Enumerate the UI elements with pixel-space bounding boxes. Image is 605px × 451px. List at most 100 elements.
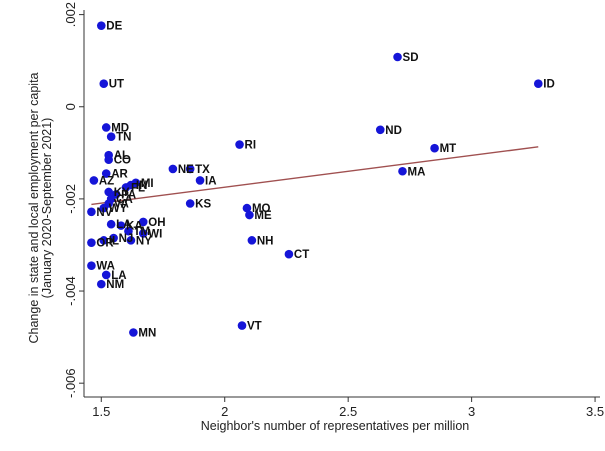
x-tick-label: 3.5 bbox=[586, 404, 604, 419]
y-tick-label: -.002 bbox=[63, 184, 78, 214]
data-point bbox=[375, 125, 385, 135]
y-tick-label: 0 bbox=[63, 103, 78, 110]
point-label: NM bbox=[106, 279, 124, 291]
data-point bbox=[96, 21, 106, 30]
point-label: CT bbox=[294, 249, 309, 261]
data-point bbox=[533, 79, 543, 89]
point-label: AZ bbox=[99, 175, 114, 187]
data-point bbox=[87, 261, 96, 270]
point-label: VA bbox=[114, 199, 129, 211]
data-point bbox=[109, 233, 118, 243]
data-point bbox=[99, 236, 109, 245]
data-point bbox=[106, 219, 116, 229]
point-label: LA bbox=[111, 270, 126, 282]
point-label: WI bbox=[148, 228, 162, 240]
point-label: IN bbox=[136, 180, 148, 192]
data-point bbox=[121, 183, 131, 192]
point-label: MD bbox=[111, 122, 129, 134]
point-label: RI bbox=[245, 140, 256, 152]
point-label: TN bbox=[116, 132, 131, 144]
data-point bbox=[126, 236, 136, 245]
point-label: MO bbox=[252, 203, 271, 215]
data-point bbox=[242, 203, 252, 213]
point-label: CA bbox=[116, 194, 133, 206]
point-label: MN bbox=[138, 328, 156, 340]
data-point bbox=[235, 140, 244, 149]
point-label: CO bbox=[114, 155, 131, 167]
y-tick-label: .002 bbox=[63, 2, 78, 27]
data-point bbox=[138, 229, 148, 238]
point-label: PA bbox=[121, 189, 136, 201]
data-point bbox=[106, 132, 116, 141]
x-tick-label: 2 bbox=[221, 404, 228, 419]
point-label: SD bbox=[403, 52, 419, 64]
data-point bbox=[195, 176, 205, 185]
data-point bbox=[245, 210, 254, 220]
y-tick-label: -.004 bbox=[63, 276, 78, 306]
x-tick-label: 3 bbox=[468, 404, 475, 419]
point-label: KY bbox=[114, 187, 130, 199]
points-layer bbox=[87, 21, 543, 337]
data-point bbox=[284, 249, 294, 259]
point-label: MA bbox=[407, 166, 425, 178]
point-label: WA bbox=[96, 261, 115, 273]
point-label: MT bbox=[440, 143, 457, 155]
point-label: KS bbox=[195, 199, 211, 211]
data-point bbox=[101, 169, 111, 178]
point-label: VT bbox=[247, 321, 262, 333]
point-label: OH bbox=[148, 217, 165, 229]
point-label: AR bbox=[111, 169, 128, 181]
point-label: AL bbox=[114, 150, 129, 162]
point-label: WY bbox=[109, 203, 128, 215]
plot-frame bbox=[83, 10, 600, 398]
data-point bbox=[168, 164, 178, 174]
data-point bbox=[89, 176, 99, 185]
x-tick-label: 1.5 bbox=[92, 404, 110, 419]
point-label: IA bbox=[205, 175, 217, 187]
point-label: TX bbox=[195, 164, 210, 176]
y-axis-title: Change in state and local employment per… bbox=[27, 72, 41, 343]
point-label: DE bbox=[106, 21, 122, 33]
data-point bbox=[237, 321, 247, 330]
point-label: UT bbox=[109, 79, 124, 91]
data-point bbox=[99, 79, 109, 89]
fit-line-layer bbox=[91, 146, 539, 206]
point-label: NY bbox=[136, 235, 152, 247]
point-label: OR bbox=[96, 238, 114, 250]
data-point bbox=[116, 221, 126, 230]
data-point bbox=[430, 143, 439, 153]
data-point bbox=[185, 199, 195, 208]
point-label: MI bbox=[141, 178, 154, 190]
data-point bbox=[129, 328, 138, 337]
data-point bbox=[247, 236, 257, 245]
point-label: NJ bbox=[119, 233, 134, 245]
data-point bbox=[87, 238, 96, 247]
point-label: NH bbox=[257, 235, 274, 247]
x-axis-title: Neighbor's number of representatives per… bbox=[201, 419, 470, 433]
point-label: ND bbox=[385, 125, 402, 137]
data-point bbox=[104, 187, 113, 197]
point-label: NV bbox=[96, 207, 112, 219]
point-label: IL bbox=[109, 235, 119, 247]
fit-line bbox=[91, 146, 539, 206]
data-point bbox=[87, 207, 96, 217]
data-point bbox=[398, 166, 407, 176]
x-axis-ticks: 1.5 2 2.5 3 3.5 bbox=[92, 397, 604, 419]
point-label: ID bbox=[543, 79, 555, 91]
point-label: TM bbox=[133, 226, 150, 238]
point-label: FL bbox=[131, 182, 145, 194]
point-label: ME bbox=[254, 210, 272, 222]
data-point bbox=[101, 123, 111, 132]
data-point bbox=[99, 203, 109, 213]
data-point bbox=[393, 52, 402, 62]
data-point bbox=[104, 155, 113, 165]
y-axis-ticks: .002 0 -.002 -.004 -.006 bbox=[63, 2, 84, 398]
y-tick-label: -.006 bbox=[63, 368, 78, 398]
y-axis-subtitle: (January 2020-September 2021) bbox=[40, 118, 54, 299]
point-label: LA bbox=[116, 219, 131, 231]
data-point bbox=[101, 270, 111, 280]
x-tick-label: 2.5 bbox=[339, 404, 357, 419]
data-point bbox=[96, 279, 106, 289]
